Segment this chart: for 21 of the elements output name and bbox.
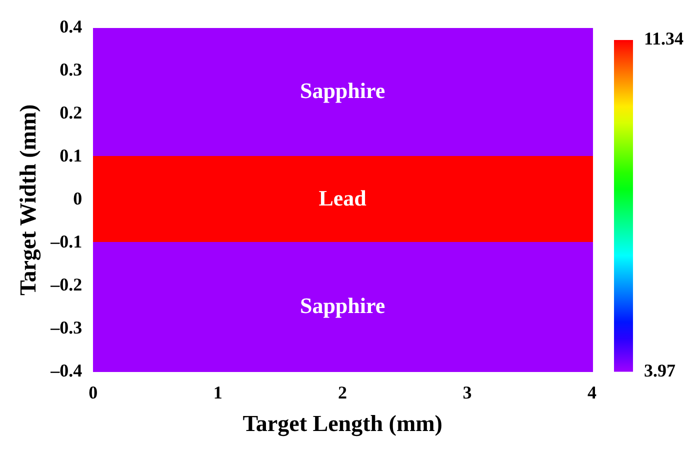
y-tick-label: –0.1	[50, 232, 82, 252]
x-axis-title: Target Length (mm)	[242, 411, 442, 438]
annotation: Lead	[318, 186, 366, 211]
x-tick-label: 0	[88, 382, 98, 402]
y-tick-label: –0.4	[50, 360, 82, 380]
x-tick-label: 3	[462, 382, 472, 402]
y-tick-label: 0.1	[60, 146, 82, 166]
x-tick-label: 1	[213, 382, 222, 402]
y-tick-label: 0	[73, 188, 82, 209]
y-tick-label: 0.2	[60, 102, 82, 123]
y-tick-label: –0.3	[50, 317, 82, 338]
x-tick-label: 2	[338, 382, 348, 402]
y-tick-label: 0.3	[60, 60, 82, 80]
color-bar-label: 11.34	[644, 28, 684, 49]
annotation: Sapphire	[300, 78, 386, 104]
color-bar-label: 3.97	[644, 360, 676, 380]
x-tick-label: 4	[588, 382, 596, 402]
annotation: Sapphire	[300, 293, 386, 318]
y-tick-label: 0.4	[60, 16, 82, 37]
y-axis-title: Target Width (mm)	[16, 104, 42, 296]
y-tick-label: –0.2	[50, 274, 82, 295]
